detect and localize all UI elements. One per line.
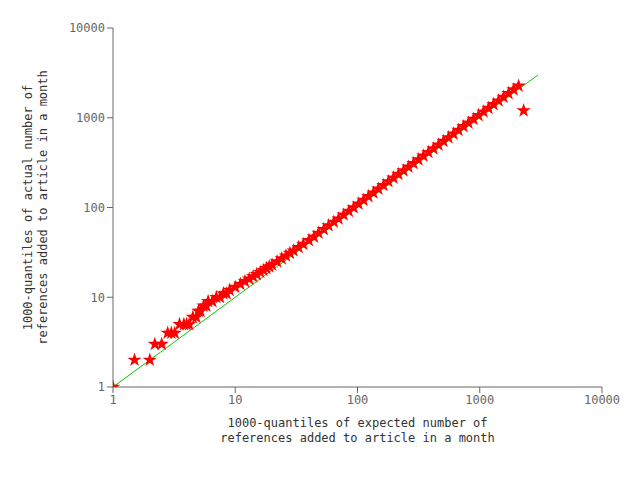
svg-text:1000: 1000 <box>76 111 105 125</box>
svg-text:100: 100 <box>347 393 369 407</box>
svg-text:1000-quantiles of expected num: 1000-quantiles of expected number ofrefe… <box>220 416 495 445</box>
svg-text:10: 10 <box>91 291 105 305</box>
svg-text:1: 1 <box>109 393 116 407</box>
svg-text:1000-quantiles of actual numbe: 1000-quantiles of actual number ofrefere… <box>21 70 50 345</box>
svg-text:1000: 1000 <box>465 393 494 407</box>
svg-text:10000: 10000 <box>69 21 105 35</box>
svg-text:100: 100 <box>83 201 105 215</box>
svg-text:1: 1 <box>98 380 105 394</box>
svg-text:10000: 10000 <box>584 393 620 407</box>
svg-text:10: 10 <box>228 393 242 407</box>
